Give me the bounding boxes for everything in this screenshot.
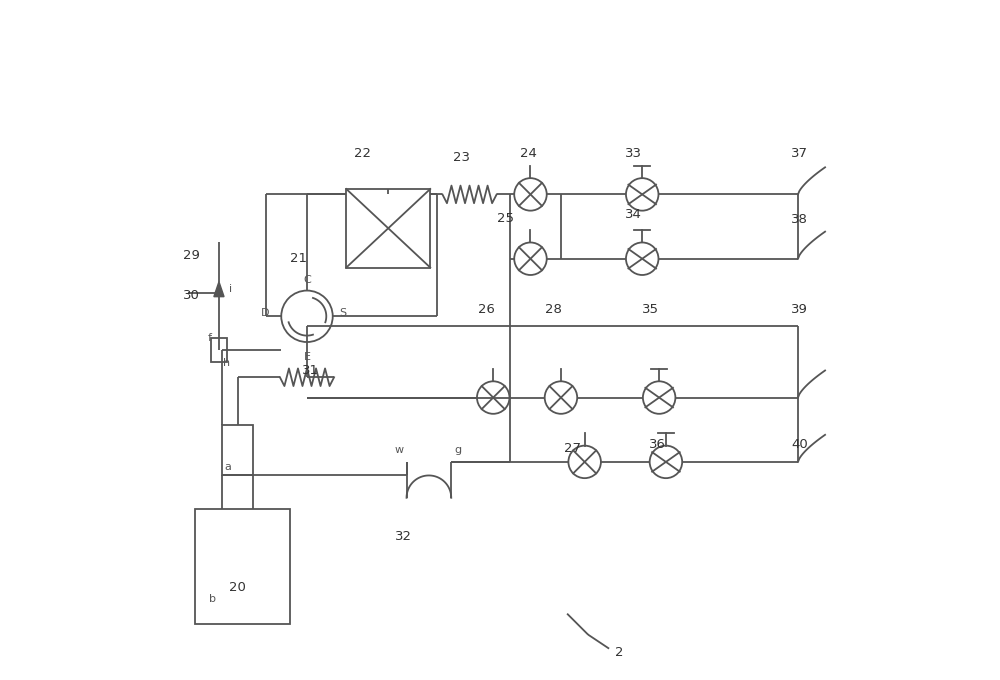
Text: b: b bbox=[209, 594, 216, 604]
Text: 40: 40 bbox=[791, 439, 808, 452]
Bar bbox=[195, 509, 290, 624]
Text: 37: 37 bbox=[791, 148, 808, 160]
Text: f: f bbox=[208, 333, 212, 343]
Bar bbox=[211, 338, 227, 362]
Text: 36: 36 bbox=[649, 439, 666, 452]
Text: 33: 33 bbox=[625, 148, 642, 160]
Text: 25: 25 bbox=[497, 211, 514, 224]
Text: D: D bbox=[261, 308, 269, 318]
Polygon shape bbox=[214, 282, 224, 296]
Text: 21: 21 bbox=[290, 252, 307, 265]
Text: 29: 29 bbox=[183, 249, 200, 262]
Text: 27: 27 bbox=[564, 442, 581, 455]
Text: 24: 24 bbox=[520, 148, 537, 160]
Text: 20: 20 bbox=[229, 581, 246, 594]
Text: 38: 38 bbox=[791, 213, 808, 226]
Text: S: S bbox=[339, 308, 347, 318]
Text: i: i bbox=[229, 284, 232, 294]
Text: 23: 23 bbox=[453, 151, 470, 164]
Bar bbox=[346, 189, 430, 267]
Text: w: w bbox=[394, 445, 403, 455]
Text: 22: 22 bbox=[354, 148, 371, 160]
Text: g: g bbox=[455, 445, 462, 455]
Bar bbox=[222, 424, 253, 475]
Text: 28: 28 bbox=[545, 303, 562, 316]
Text: 2: 2 bbox=[615, 647, 624, 660]
Text: h: h bbox=[223, 358, 230, 369]
Text: 32: 32 bbox=[395, 530, 412, 543]
Text: 26: 26 bbox=[478, 303, 495, 316]
Text: a: a bbox=[224, 462, 231, 472]
Text: 31: 31 bbox=[302, 364, 319, 377]
Text: 35: 35 bbox=[642, 303, 659, 316]
Text: 39: 39 bbox=[791, 303, 808, 316]
Text: E: E bbox=[303, 352, 310, 362]
Text: 34: 34 bbox=[625, 208, 642, 221]
Text: 30: 30 bbox=[183, 290, 200, 303]
Text: C: C bbox=[303, 275, 311, 285]
